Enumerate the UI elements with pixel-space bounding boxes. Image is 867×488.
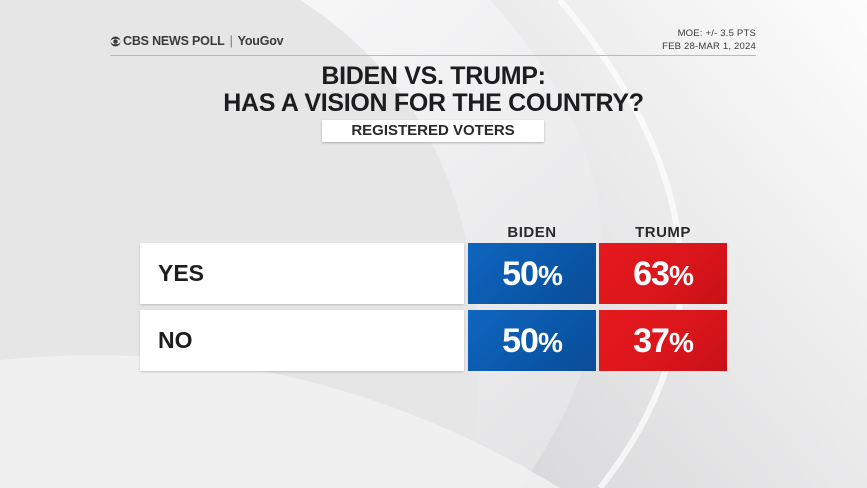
value-yes-biden: 50 (502, 255, 539, 293)
unit-yes-trump: % (668, 260, 694, 291)
margin-of-error: MOE: +/- 3.5 PTS (677, 28, 756, 39)
value-no-biden: 50 (502, 322, 539, 360)
column-header-biden: BIDEN (507, 224, 557, 241)
column-header-trump: TRUMP (635, 224, 691, 241)
poll-header: CBS NEWS POLL | YouGov MOE: +/- 3.5 PTS … (110, 27, 756, 56)
value-yes-trump: 63 (633, 255, 670, 293)
title-line-2: HAS A VISION FOR THE COUNTRY? (223, 89, 644, 117)
title-line-1: BIDEN VS. TRUMP: (321, 62, 546, 90)
brand: CBS NEWS POLL | YouGov (110, 34, 284, 48)
chart-subtitle: REGISTERED VOTERS (322, 120, 544, 142)
unit-yes-biden: % (537, 260, 563, 291)
brand-name: CBS NEWS POLL (123, 34, 225, 48)
cbs-eye-icon (110, 36, 121, 46)
row-label-no: NO (140, 310, 464, 371)
poll-meta: MOE: +/- 3.5 PTS FEB 28-MAR 1, 2024 (662, 27, 756, 53)
brand-separator: | (229, 34, 233, 48)
cell-yes-trump: 63% (599, 243, 727, 304)
unit-no-biden: % (537, 327, 563, 358)
chart-title: BIDEN VS. TRUMP: HAS A VISION FOR THE CO… (0, 63, 867, 117)
partner-name: YouGov (237, 34, 284, 48)
unit-no-trump: % (668, 327, 694, 358)
cell-no-trump: 37% (599, 310, 727, 371)
row-label-yes: YES (140, 243, 464, 304)
value-no-trump: 37 (633, 322, 670, 360)
cell-yes-biden: 50% (468, 243, 596, 304)
poll-dates: FEB 28-MAR 1, 2024 (662, 41, 756, 52)
cell-no-biden: 50% (468, 310, 596, 371)
